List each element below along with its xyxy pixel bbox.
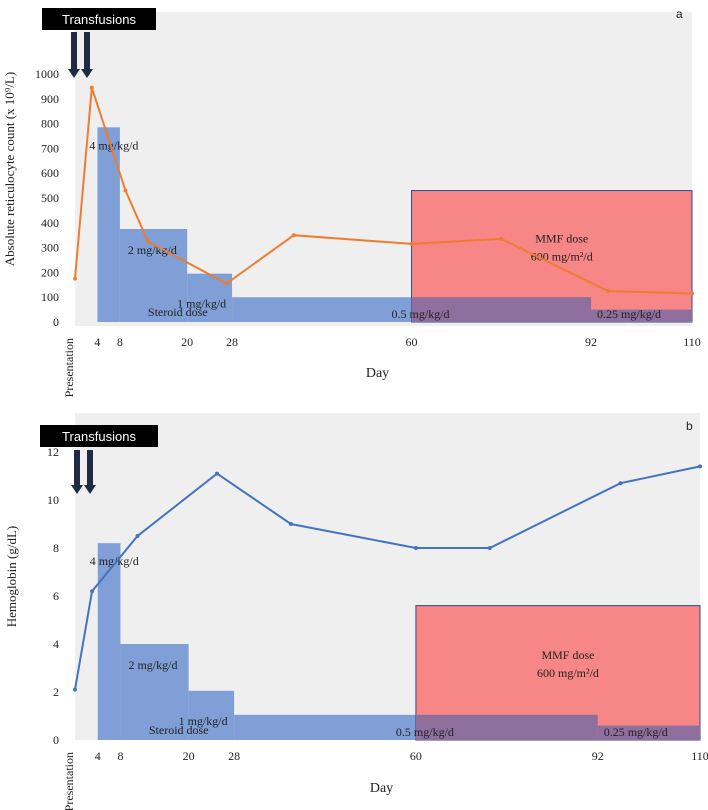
data-point	[499, 236, 504, 241]
x-tick-label: 4	[94, 335, 100, 349]
steroid-dose-label: 0.25 mg/kg/d	[597, 307, 661, 321]
y-tick-label: 0	[53, 315, 59, 329]
data-point	[89, 85, 94, 90]
data-point	[605, 289, 610, 293]
steroid-dose-step-3	[188, 690, 235, 740]
data-point	[224, 281, 229, 286]
data-point	[135, 534, 140, 538]
y-tick-label: 900	[41, 92, 59, 106]
steroid-dose-label: 0.5 mg/kg/d	[396, 725, 454, 739]
steroid-dose-label: 1 mg/kg/d	[179, 714, 228, 728]
x-tick-label: 28	[228, 749, 240, 763]
x-tick-label: 110	[691, 749, 708, 763]
x-tick-label: 92	[592, 749, 604, 763]
x-tick-label: 20	[183, 749, 195, 763]
y-tick-label: 2	[53, 685, 59, 699]
x-axis-title: Day	[370, 781, 393, 796]
transfusion-arrow-icon	[68, 32, 80, 78]
y-tick-label: 12	[47, 445, 59, 459]
data-point	[487, 546, 492, 550]
steroid-dose-step-1	[97, 127, 120, 322]
reticulocyte-series-line	[74, 87, 693, 295]
y-tick-label: 400	[41, 216, 59, 230]
transfusion-arrow-icon	[71, 450, 83, 494]
mmf-dose-label: MMF dose	[535, 231, 588, 245]
steroid-dose-label: 0.5 mg/kg/d	[392, 307, 450, 321]
steroid-dose-label: 1 mg/kg/d	[177, 297, 226, 311]
steroid-dose-step-1	[97, 543, 121, 740]
y-axis-title: Hemoglobin (g/dL)	[4, 526, 19, 627]
y-tick-label: 500	[41, 191, 59, 205]
steroid-mmf-overlap-5	[591, 309, 692, 322]
transfusions-badge	[42, 8, 156, 30]
mmf-dose-value: 600 mg/m²/d	[537, 666, 599, 680]
data-point	[413, 546, 418, 550]
transfusions-badge-label: Transfusions	[62, 12, 136, 27]
x-tick-label: 110	[683, 335, 701, 349]
transfusions-badge-label: Transfusions	[62, 429, 136, 444]
data-point	[123, 188, 128, 193]
steroid-dose-label: 0.25 mg/kg/d	[604, 725, 668, 739]
panel-letter: a	[676, 7, 683, 21]
data-point	[409, 241, 414, 246]
data-point	[73, 687, 77, 692]
y-tick-label: 0	[53, 733, 59, 747]
x-tick-label: 8	[117, 749, 123, 763]
y-tick-label: 300	[41, 241, 59, 255]
data-point	[215, 471, 220, 476]
transfusion-arrow-icon	[81, 32, 93, 78]
steroid-dose-label: 2 mg/kg/d	[128, 658, 177, 672]
y-tick-label: 600	[41, 166, 59, 180]
steroid-dose-step-2	[120, 644, 189, 740]
x-tick-label: Presentation	[62, 752, 76, 810]
steroid-dose-title: Steroid dose	[148, 305, 208, 319]
steroid-mmf-overlap-5	[597, 725, 700, 740]
steroid-dose-label: 2 mg/kg/d	[128, 243, 177, 257]
x-axis-title: Day	[366, 366, 389, 381]
y-tick-label: 8	[53, 541, 59, 555]
y-tick-label: 6	[53, 589, 59, 603]
x-tick-label: 8	[117, 335, 123, 349]
y-axis-title: Absolute reticulocyte count (x 10⁹/L)	[2, 72, 17, 266]
y-tick-label: 100	[41, 290, 59, 304]
data-point	[288, 522, 293, 526]
x-tick-label: 60	[410, 749, 422, 763]
x-tick-label: 4	[95, 749, 101, 763]
data-point	[73, 276, 77, 281]
steroid-mmf-overlap-4	[411, 297, 592, 322]
mmf-dose-value: 600 mg/m²/d	[531, 249, 593, 263]
chart-panel-a: 0 100 200 300 400 500 600 700 800 900 1000 Presenta…	[2, 7, 701, 397]
transfusions-badge	[40, 425, 158, 447]
chart-panel-b: 0 2 4 6 8 10 12 Presentation 4 8 20 28 60 92 110 Hemogl…	[4, 413, 708, 810]
x-tick-label: Presentation	[62, 338, 76, 397]
steroid-dose-label: 4 mg/kg/d	[89, 138, 138, 152]
data-point	[618, 481, 623, 486]
data-point	[145, 239, 150, 244]
y-tick-label: 700	[41, 141, 59, 155]
y-tick-label: 200	[41, 265, 59, 279]
panel-letter: b	[686, 419, 693, 433]
data-point	[90, 589, 95, 594]
y-tick-label: 1000	[35, 67, 59, 81]
steroid-mmf-overlap-4	[415, 714, 598, 740]
data-point	[690, 291, 694, 296]
x-tick-label: 20	[181, 335, 193, 349]
x-tick-label: 92	[585, 335, 597, 349]
y-tick-label: 4	[53, 637, 59, 651]
transfusion-arrow-icon	[84, 450, 96, 494]
x-tick-label: 60	[406, 335, 418, 349]
data-point	[291, 233, 296, 238]
steroid-dose-title: Steroid dose	[149, 723, 209, 737]
steroid-dose-label: 4 mg/kg/d	[90, 554, 139, 568]
x-tick-label: 28	[226, 335, 238, 349]
y-tick-label: 800	[41, 117, 59, 131]
y-tick-label: 10	[47, 493, 59, 507]
mmf-dose-label: MMF dose	[541, 648, 594, 662]
data-point	[698, 464, 702, 469]
